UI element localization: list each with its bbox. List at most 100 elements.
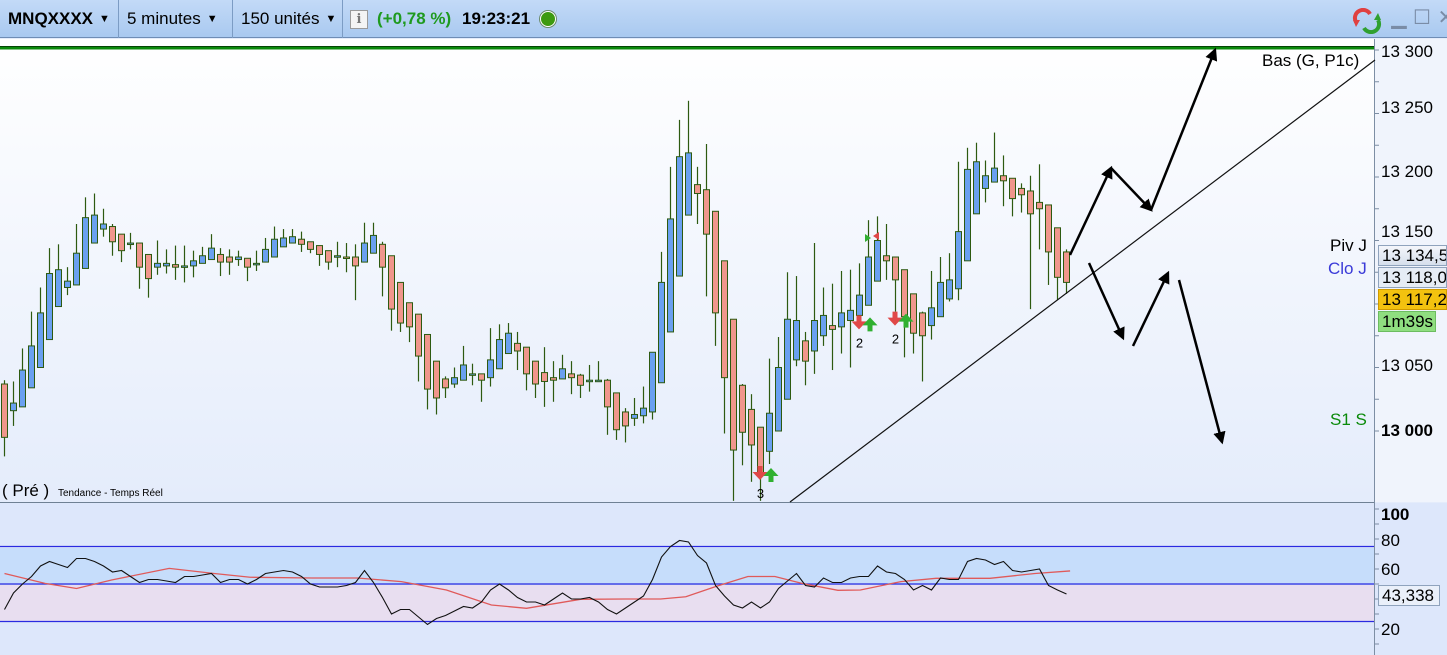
oscillator-signal-line — [4, 567, 1071, 609]
candle-body — [163, 262, 170, 267]
candle-body — [676, 156, 683, 277]
info-icon[interactable]: i — [350, 10, 368, 29]
candle-body — [118, 233, 125, 252]
candle-body — [658, 281, 665, 384]
candle-body — [343, 256, 350, 260]
last-price-box: 13 117,2 — [1378, 289, 1447, 310]
timeframe-label: 5 minutes — [127, 9, 201, 28]
candle-body — [865, 256, 872, 306]
projection-arrow[interactable] — [1177, 279, 1226, 445]
down-arrow-icon — [887, 311, 903, 326]
candle-body — [136, 242, 143, 268]
candle-body — [1000, 175, 1007, 182]
trendline[interactable] — [789, 59, 1376, 503]
candle-body — [190, 260, 197, 267]
candle-body — [1018, 187, 1025, 196]
candle-body — [208, 247, 215, 261]
up-arrow-icon — [898, 313, 914, 328]
candle-body — [307, 241, 314, 250]
symbol-label: MNQXXXX — [8, 9, 94, 28]
candle-body — [127, 242, 134, 246]
signal-count: 2 — [892, 332, 899, 347]
candle-body — [685, 152, 692, 216]
candle-body — [1036, 201, 1043, 210]
candle-body — [55, 269, 62, 308]
projection-arrow[interactable] — [1131, 270, 1170, 347]
minimize-icon[interactable]: ▁ — [1391, 7, 1407, 29]
candle-body — [253, 262, 260, 266]
refresh-icon[interactable] — [1352, 7, 1382, 35]
candle-body — [838, 312, 845, 328]
units-label: 150 unités — [241, 9, 320, 28]
candle-body — [559, 368, 566, 380]
projection-arrow[interactable] — [1087, 262, 1125, 341]
candle-body — [694, 184, 701, 195]
candle-body — [973, 161, 980, 215]
candle-body — [604, 379, 611, 408]
candle-body — [622, 411, 629, 427]
candle-body — [433, 360, 440, 399]
candle-body — [640, 407, 647, 417]
candle-body — [784, 318, 791, 400]
candle-body — [883, 255, 890, 262]
close-icon[interactable]: ✕ — [1437, 7, 1447, 29]
osc-tick: 80 — [1381, 531, 1400, 550]
candle-body — [406, 302, 413, 328]
candle-body — [325, 250, 332, 263]
down-arrow-icon — [851, 315, 867, 330]
candle-body — [1, 383, 8, 438]
symbol-dropdown[interactable]: MNQXXXX ▼ — [0, 0, 119, 38]
candle-body — [478, 373, 485, 381]
level-label-close: Clo J — [1328, 259, 1367, 278]
candle-body — [424, 333, 431, 390]
candle-body — [748, 408, 755, 446]
projection-arrow[interactable] — [1110, 167, 1153, 212]
candle-body — [901, 269, 908, 318]
candle-body — [919, 312, 926, 337]
candle-body — [154, 262, 161, 268]
timeframe-dropdown[interactable]: 5 minutes ▼ — [119, 0, 233, 38]
candle-body — [271, 238, 278, 258]
candle-body — [37, 312, 44, 369]
indicator-title: ( Pré ) — [2, 481, 50, 500]
candle-body — [244, 257, 251, 268]
oscillator-value-box: 43,338 — [1378, 585, 1440, 606]
candle-body — [991, 167, 998, 183]
candle-body — [46, 273, 53, 341]
candle-body — [649, 351, 656, 413]
candle-body — [442, 378, 449, 389]
osc-tick: 20 — [1381, 620, 1400, 639]
candle-body — [1009, 177, 1016, 200]
candle-body — [631, 413, 638, 419]
candle-body — [802, 340, 809, 362]
candle-body — [568, 373, 575, 379]
candle-body — [946, 279, 953, 300]
candle-body — [955, 231, 962, 290]
candle-body — [586, 379, 593, 383]
price-tick: 13 000 — [1381, 421, 1433, 440]
candle-body — [352, 256, 359, 267]
price-tick: 13 050 — [1381, 356, 1433, 375]
candle-body — [1027, 190, 1034, 215]
candle-body — [19, 369, 26, 408]
candle-body — [82, 217, 89, 269]
chevron-down-icon: ▼ — [325, 13, 337, 25]
indicator-caption: ( Pré ) Tendance - Temps Réel — [2, 481, 163, 504]
candle-body — [703, 189, 710, 235]
user-drawings[interactable] — [789, 47, 1376, 503]
down-arrow-icon — [752, 466, 768, 480]
units-dropdown[interactable]: 150 unités ▼ — [233, 0, 343, 38]
candle-body — [289, 236, 296, 244]
candle-body — [379, 243, 386, 268]
projection-arrow[interactable] — [1149, 47, 1218, 211]
candle-body — [730, 318, 737, 451]
candle-body — [100, 223, 107, 230]
signal-count: 3 — [757, 486, 764, 501]
oscillator-lower-zone — [0, 585, 1374, 622]
maximize-icon[interactable]: ☐ — [1413, 7, 1431, 29]
projection-arrow[interactable] — [1068, 165, 1113, 256]
candle-body — [64, 280, 71, 288]
candle-body — [577, 374, 584, 386]
candle-body — [1054, 227, 1061, 278]
